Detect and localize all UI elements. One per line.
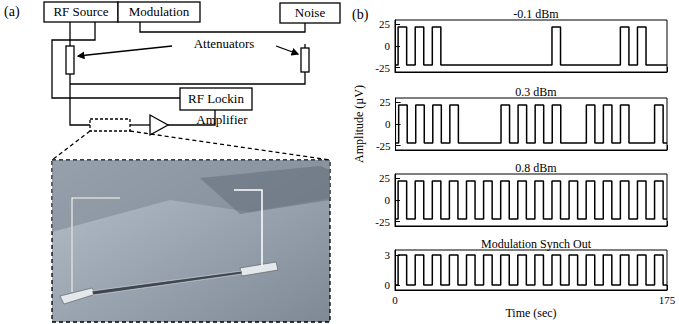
svg-text:Attenuators: Attenuators xyxy=(194,36,255,51)
svg-text:(a): (a) xyxy=(4,4,20,20)
svg-text:0.3 dBm: 0.3 dBm xyxy=(515,85,557,99)
svg-text:(b): (b) xyxy=(352,7,369,23)
svg-text:25: 25 xyxy=(380,96,392,108)
svg-text:0.8 dBm: 0.8 dBm xyxy=(515,161,557,175)
svg-text:25: 25 xyxy=(379,172,391,184)
svg-text:Modulation: Modulation xyxy=(129,4,190,19)
svg-text:0: 0 xyxy=(392,294,398,306)
svg-text:Time (sec): Time (sec) xyxy=(505,306,556,320)
svg-text:-25: -25 xyxy=(375,216,390,228)
svg-text:0: 0 xyxy=(385,194,391,206)
svg-text:175: 175 xyxy=(659,294,676,306)
svg-text:Noise: Noise xyxy=(295,5,326,20)
svg-text:Amplifier: Amplifier xyxy=(196,112,248,127)
svg-text:-0.1 dBm: -0.1 dBm xyxy=(513,7,559,21)
svg-text:3: 3 xyxy=(385,249,391,261)
svg-text:RF Source: RF Source xyxy=(53,4,108,19)
svg-text:0: 0 xyxy=(385,279,391,291)
svg-text:Amplitude (µV): Amplitude (µV) xyxy=(352,85,366,163)
svg-text:25: 25 xyxy=(379,18,391,30)
svg-text:-25: -25 xyxy=(376,140,391,152)
svg-text:RF Lockin: RF Lockin xyxy=(188,91,244,106)
svg-text:Modulation Synch Out: Modulation Synch Out xyxy=(481,237,592,251)
svg-text:-25: -25 xyxy=(375,62,390,74)
svg-text:0: 0 xyxy=(385,118,391,130)
svg-text:0: 0 xyxy=(385,40,391,52)
